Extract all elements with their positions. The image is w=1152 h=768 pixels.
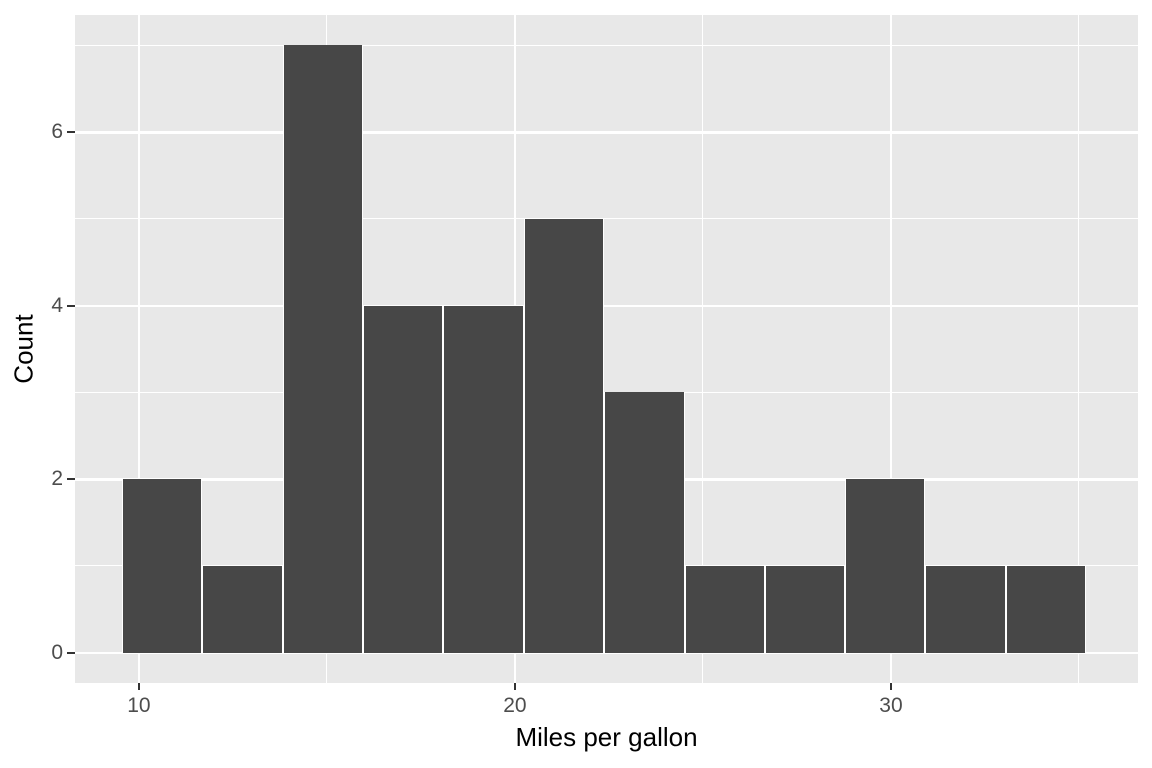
x-gridline-major <box>137 15 140 683</box>
y-gridline-major <box>75 304 1138 308</box>
y-tick-label: 2 <box>51 467 63 491</box>
y-tick-mark <box>67 304 75 307</box>
y-gridline-major <box>75 131 1138 134</box>
histogram-bar <box>202 565 283 653</box>
x-tick-label: 30 <box>879 694 903 717</box>
y-tick-label: 0 <box>51 640 63 664</box>
x-tick-mark <box>513 683 516 690</box>
x-tick-mark <box>889 683 892 690</box>
histogram-bar <box>1005 565 1087 653</box>
y-gridline-major <box>75 651 1138 655</box>
histogram-bar <box>684 565 765 653</box>
histogram-bar <box>925 565 1006 653</box>
histogram-bar <box>764 565 846 653</box>
y-gridline-minor <box>75 218 1138 220</box>
histogram-bar <box>845 479 926 653</box>
histogram-bar <box>363 305 444 653</box>
x-tick-mark <box>137 683 140 690</box>
y-tick-label: 6 <box>51 120 63 144</box>
histogram-bar <box>122 479 203 653</box>
y-tick-label: 4 <box>51 293 63 317</box>
x-tick-label: 10 <box>127 694 151 717</box>
x-gridline-major <box>889 15 892 683</box>
histogram-bar <box>282 45 363 653</box>
histogram-bar <box>443 305 524 653</box>
y-axis-title: Count <box>8 314 39 384</box>
y-tick-mark <box>67 478 75 481</box>
y-tick-mark <box>67 131 75 134</box>
x-gridline-minor <box>702 15 704 683</box>
x-tick-label: 20 <box>503 694 527 717</box>
histogram-bar <box>523 218 605 653</box>
y-tick-mark <box>67 651 75 654</box>
x-gridline-minor <box>1078 15 1080 683</box>
y-gridline-minor <box>75 44 1138 46</box>
x-axis-title: Miles per gallon <box>515 722 698 752</box>
histogram-bar <box>604 392 685 653</box>
